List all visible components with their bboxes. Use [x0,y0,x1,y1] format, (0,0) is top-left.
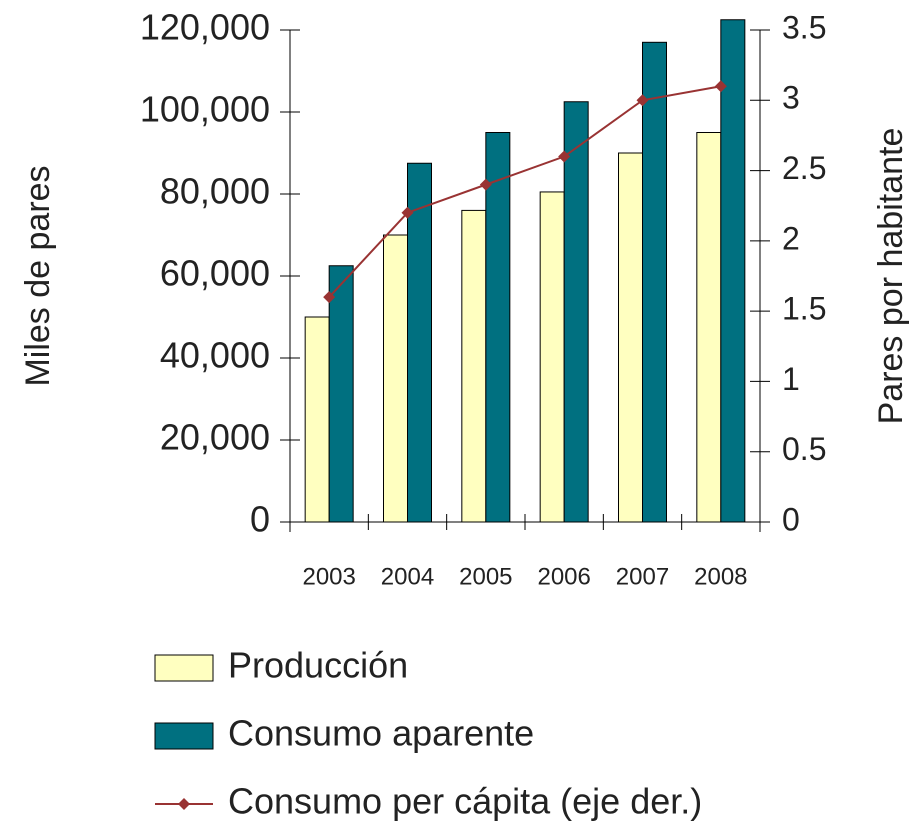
y2-tick-label: 2 [782,220,800,256]
x-tick-label: 2008 [694,563,747,590]
legend-swatch [154,654,214,682]
y2-axis-title: Pares por habitante [872,128,910,425]
x-tick-label: 2003 [302,563,355,590]
y2-tick-label: 0 [782,501,800,537]
x-tick-label: 2007 [616,563,669,590]
y-tick-label: 60,000 [160,253,270,294]
y-tick-label: 0 [250,499,270,540]
y-tick-label: 20,000 [160,417,270,458]
y-tick-label: 120,000 [140,7,270,48]
legend-label: Producción [228,645,408,686]
x-tick-label: 2006 [537,563,590,590]
x-tick-label: 2005 [459,563,512,590]
bar [720,19,746,523]
bar [304,316,330,523]
y-axis-title: Miles de pares [19,165,57,386]
bar [461,209,487,523]
legend-label: Consumo per cápita (eje der.) [228,781,702,822]
y2-tick-label: 2.5 [782,150,826,186]
y2-tick-label: 1 [782,361,800,397]
x-tick-label: 2004 [381,563,434,590]
y2-tick-label: 3 [782,80,800,116]
marker [479,178,492,191]
marker [401,206,414,219]
bar [563,101,589,523]
marker [636,94,649,107]
marker [558,150,571,163]
marker [714,80,727,93]
legend-label: Consumo aparente [228,713,534,754]
bar [539,191,565,523]
bar [485,132,511,523]
bar [383,234,408,523]
legend-swatch [154,722,214,750]
y2-tick-label: 1.5 [782,291,826,327]
y2-tick-label: 0.5 [782,431,826,467]
bar [328,265,354,523]
legend-marker [178,798,190,810]
y-tick-label: 80,000 [160,171,270,212]
y2-tick-label: 3.5 [782,9,826,45]
y-tick-label: 100,000 [140,89,270,130]
marker [323,291,336,304]
y-tick-label: 40,000 [160,335,270,376]
bar [696,132,722,523]
bar [642,41,667,523]
bar [407,162,432,523]
line [328,85,722,298]
bar [618,152,643,523]
